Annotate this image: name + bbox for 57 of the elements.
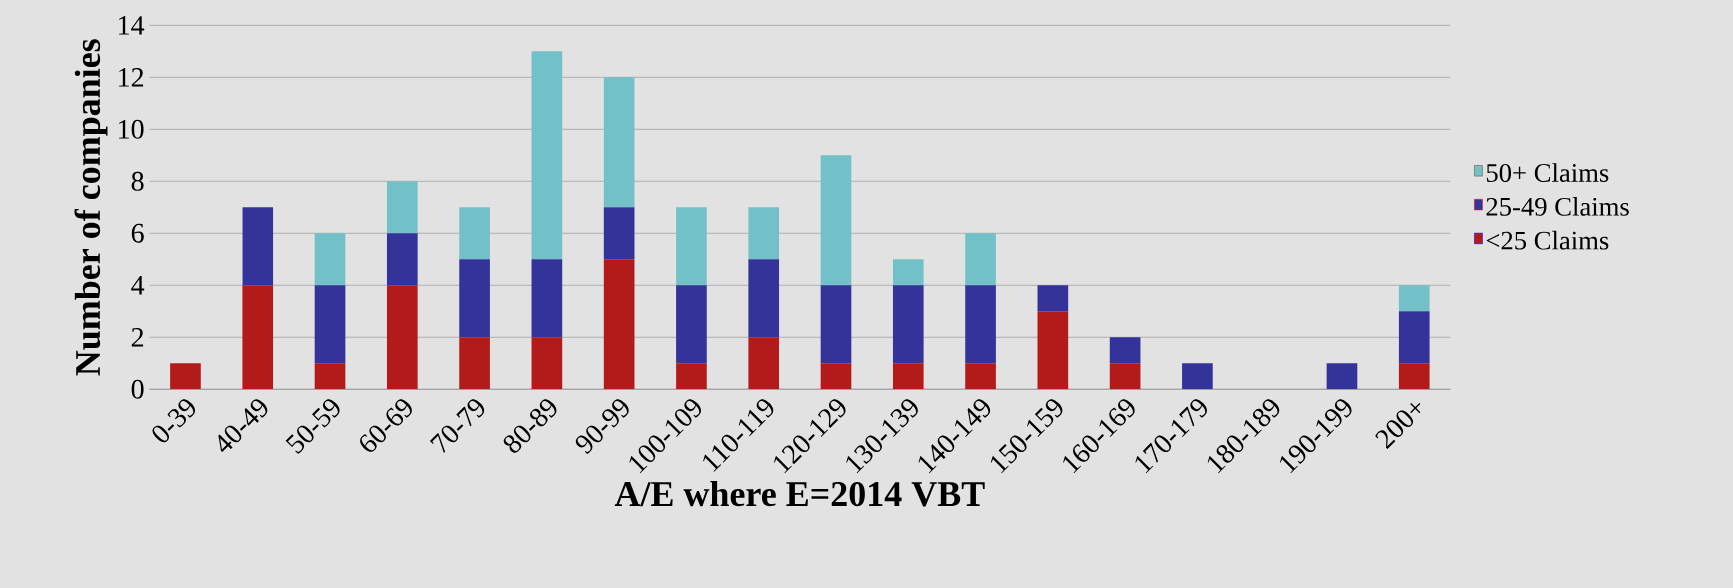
y-tick-label: 2	[131, 328, 144, 347]
bar	[820, 285, 852, 364]
bar	[1037, 285, 1069, 312]
bar	[314, 233, 346, 286]
y-tick-label: 6	[131, 223, 144, 243]
bar	[892, 285, 924, 364]
y-tick-label: 0	[131, 379, 144, 399]
bar	[965, 233, 996, 286]
legend-label: 50+ Claims	[1486, 163, 1609, 183]
bar	[1398, 311, 1430, 364]
bar	[242, 285, 274, 390]
bar	[386, 233, 418, 286]
y-tick-label: 10	[119, 119, 144, 139]
legend-label: <25 Claims	[1486, 230, 1609, 250]
bar	[386, 285, 418, 390]
bar	[748, 207, 780, 260]
bar	[459, 259, 490, 338]
bar	[1037, 311, 1069, 390]
bar	[314, 285, 346, 364]
bar	[676, 363, 707, 390]
bar	[892, 363, 924, 390]
bar	[603, 77, 635, 208]
y-tick-label: 4	[131, 276, 145, 295]
bar	[531, 51, 563, 260]
legend-label: 25-49 Claims	[1486, 197, 1629, 216]
bar	[820, 363, 852, 390]
y-tick-label: 12	[119, 68, 144, 87]
bar	[531, 337, 563, 390]
bar	[170, 363, 201, 390]
bar	[1326, 363, 1358, 390]
bar	[1398, 285, 1430, 312]
bar	[676, 285, 707, 364]
bar	[459, 337, 490, 390]
bar	[531, 259, 563, 338]
x-axis-title: A/E where E=2014 VBT	[614, 480, 985, 507]
bar	[459, 207, 490, 260]
bar	[676, 207, 707, 286]
y-tick-label: 8	[131, 171, 144, 191]
x-tick-label: 0-39	[152, 399, 196, 443]
bar	[242, 207, 274, 286]
bar	[314, 363, 346, 390]
bar	[1109, 337, 1141, 364]
bar	[603, 259, 635, 390]
bar	[965, 363, 996, 390]
y-tick-label: 14	[119, 16, 145, 35]
bar	[748, 259, 780, 338]
bar	[1398, 363, 1430, 390]
bar	[1182, 363, 1213, 390]
bar	[386, 181, 418, 234]
bar	[965, 285, 996, 364]
bar	[603, 207, 635, 260]
bar	[892, 259, 924, 286]
bar	[1109, 363, 1141, 390]
bar	[820, 155, 852, 286]
bar	[748, 337, 780, 390]
x-tick-label: 200+	[1375, 403, 1421, 450]
y-axis-title: Number of companies	[74, 39, 108, 376]
